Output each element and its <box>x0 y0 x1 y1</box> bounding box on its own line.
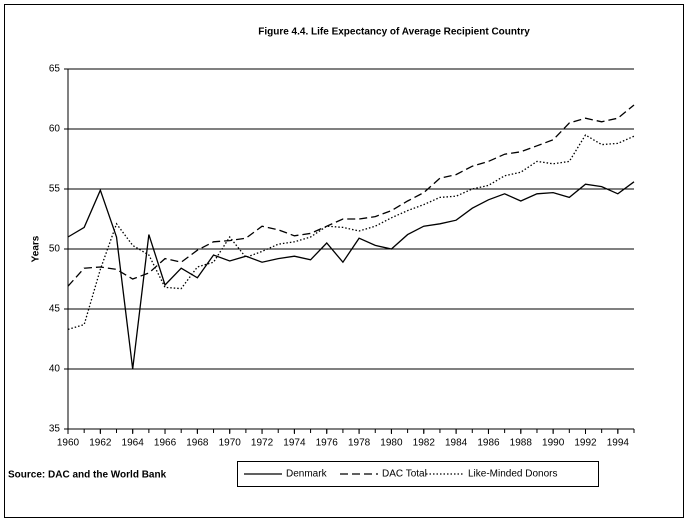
x-tick-label: 1970 <box>219 438 242 449</box>
legend-label: Denmark <box>286 469 328 480</box>
x-tick-label: 1968 <box>186 438 209 449</box>
legend-box <box>237 461 599 487</box>
series-line <box>67 181 635 370</box>
y-tick-label: 65 <box>49 64 61 75</box>
y-tick-label: 45 <box>49 304 61 315</box>
x-tick-label: 1974 <box>283 438 306 449</box>
y-axis-label: Years <box>31 235 42 262</box>
source-note: Source: DAC and the World Bank <box>8 470 167 481</box>
x-tick-label: 1960 <box>57 438 80 449</box>
legend-label: DAC Total <box>382 469 427 480</box>
legend-label: Like-Minded Donors <box>468 469 558 480</box>
y-tick-label: 50 <box>49 244 61 255</box>
x-tick-label: 1982 <box>413 438 436 449</box>
y-tick-label: 55 <box>49 184 61 195</box>
chart-title: Figure 4.4. Life Expectancy of Average R… <box>258 27 530 38</box>
x-tick-label: 1962 <box>89 438 112 449</box>
x-tick-label: 1980 <box>380 438 403 449</box>
x-tick-label: 1966 <box>154 438 177 449</box>
series-line <box>67 104 635 287</box>
y-tick-label: 60 <box>49 124 61 135</box>
x-tick-label: 1986 <box>477 438 500 449</box>
x-tick-label: 1994 <box>607 438 630 449</box>
y-tick-label: 40 <box>49 364 61 375</box>
x-tick-label: 1988 <box>510 438 533 449</box>
y-tick-label: 35 <box>49 424 61 435</box>
x-tick-label: 1992 <box>574 438 597 449</box>
x-tick-label: 1990 <box>542 438 565 449</box>
x-tick-label: 1972 <box>251 438 274 449</box>
x-tick-label: 1984 <box>445 438 468 449</box>
x-tick-label: 1964 <box>122 438 145 449</box>
x-tick-label: 1976 <box>316 438 339 449</box>
x-tick-label: 1978 <box>348 438 371 449</box>
